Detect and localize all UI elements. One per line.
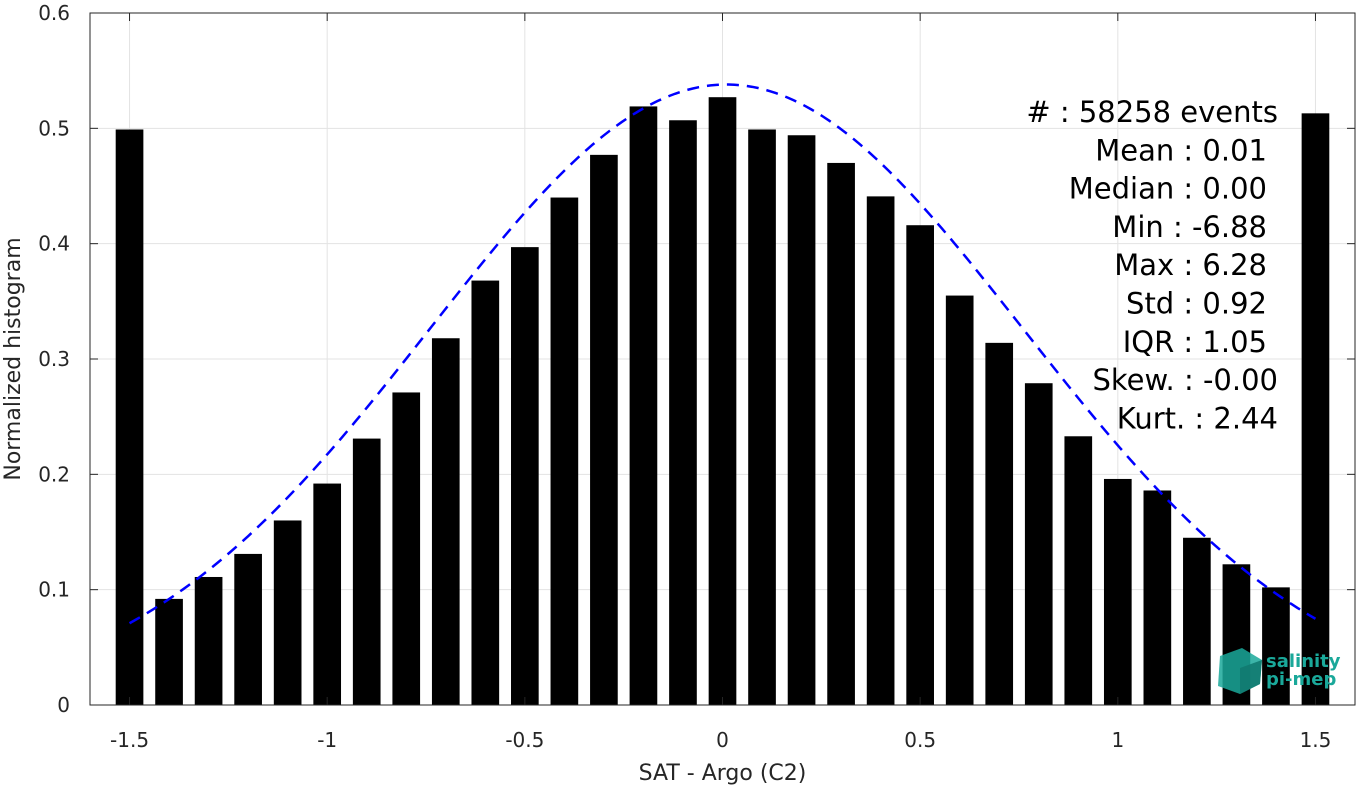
- bar: [669, 120, 697, 705]
- y-tick-label: 0: [57, 693, 70, 717]
- y-axis-label: Normalized histogram: [1, 237, 26, 480]
- stat-line: Max : 6.28: [1114, 248, 1267, 282]
- bar: [115, 129, 144, 705]
- x-tick-label: 0: [716, 728, 729, 752]
- stat-line: Mean : 0.01: [1095, 133, 1267, 167]
- x-tick-label: 0.5: [904, 728, 936, 752]
- bar: [629, 106, 658, 706]
- y-axis-ticks: 0 0.1 0.2 0.3 0.4 0.5 0.6: [38, 1, 1355, 717]
- bar: [352, 438, 381, 705]
- bar: [1143, 490, 1172, 705]
- bar: [906, 225, 934, 706]
- bar: [234, 553, 262, 705]
- bar: [748, 129, 776, 705]
- bar: [313, 483, 342, 705]
- y-tick-label: 0.6: [38, 1, 70, 25]
- stat-line: Std : 0.92: [1126, 287, 1267, 321]
- x-tick-label: 1.5: [1300, 728, 1332, 752]
- bar: [827, 162, 855, 705]
- bars: [115, 97, 1330, 706]
- stats-box: # : 58258 events Mean : 0.01 Median : 0.00…: [1026, 95, 1278, 435]
- stat-line: Skew. : -0.00: [1092, 363, 1278, 397]
- bar: [866, 196, 895, 705]
- x-tick-label: -0.5: [505, 728, 544, 752]
- bar: [471, 280, 500, 705]
- x-tick-label: 1: [1111, 728, 1124, 752]
- x-axis-label: SAT - Argo (C2): [639, 761, 807, 786]
- bar: [787, 135, 816, 706]
- logo-cube-shade: [1240, 660, 1262, 694]
- bar: [194, 576, 223, 705]
- bar: [1024, 383, 1053, 705]
- bar: [1183, 537, 1211, 705]
- bar: [1301, 113, 1330, 706]
- bar: [431, 338, 460, 705]
- bar: [590, 154, 618, 706]
- logo-line-1: salinity: [1266, 651, 1341, 672]
- bar: [392, 392, 421, 705]
- stat-line: Kurt. : 2.44: [1117, 401, 1278, 435]
- bar: [945, 295, 974, 705]
- bar: [985, 342, 1014, 705]
- y-tick-label: 0.3: [38, 347, 70, 371]
- x-tick-label: -1: [317, 728, 337, 752]
- salinity-pi-mep-logo: salinity pi-mep: [1218, 648, 1341, 694]
- y-tick-label: 0.5: [38, 116, 70, 140]
- bar: [550, 197, 579, 706]
- stat-line: Median : 0.00: [1069, 172, 1267, 206]
- normal-fit-curve: [128, 83, 1317, 625]
- bar: [273, 520, 302, 705]
- bar: [1262, 587, 1290, 705]
- stat-line: Min : -6.88: [1112, 210, 1267, 244]
- y-tick-label: 0.2: [38, 462, 70, 486]
- y-tick-label: 0.4: [38, 232, 70, 256]
- bar: [1103, 478, 1132, 705]
- stat-line: IQR : 1.05: [1123, 325, 1267, 359]
- logo-line-2: pi-mep: [1266, 669, 1336, 690]
- x-tick-label: -1.5: [110, 728, 149, 752]
- stat-line: # : 58258 events: [1026, 95, 1278, 129]
- bar: [708, 97, 737, 705]
- bar: [511, 247, 539, 706]
- x-axis-ticks: -1.5 -1 -0.5 0 0.5 1 1.5: [110, 13, 1331, 752]
- bar: [155, 598, 183, 705]
- bar: [1064, 436, 1093, 705]
- y-tick-label: 0.1: [38, 578, 70, 602]
